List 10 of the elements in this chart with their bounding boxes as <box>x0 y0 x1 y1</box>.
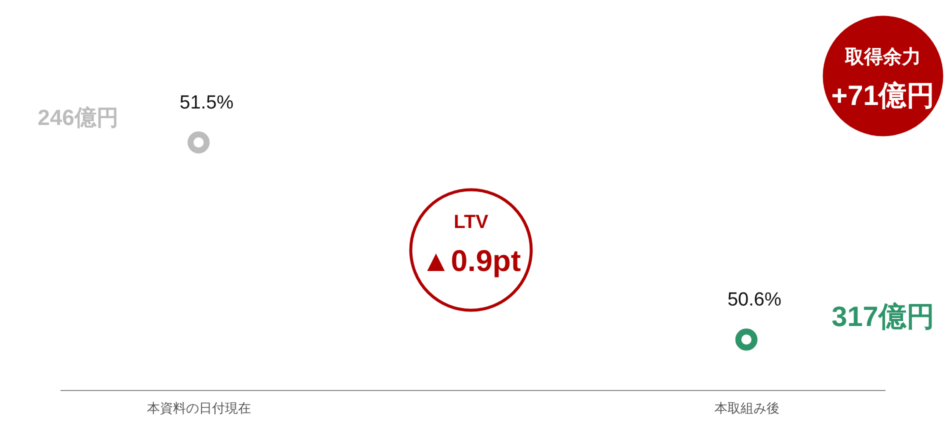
data-label: 51.5% <box>180 92 234 114</box>
annotation: +71億円 <box>831 80 935 111</box>
annotation: 246億円 <box>38 105 118 130</box>
x-tick-label: 本資料の日付現在 <box>147 400 252 416</box>
data-label: 50.6% <box>727 290 782 311</box>
annotation: 317億円 <box>832 301 934 332</box>
x-tick-label: 本取組み後 <box>714 400 780 416</box>
annotation: 取得余力 <box>844 46 921 68</box>
annotation: LTV <box>454 212 489 233</box>
annotation: ▲0.9pt <box>421 245 521 278</box>
